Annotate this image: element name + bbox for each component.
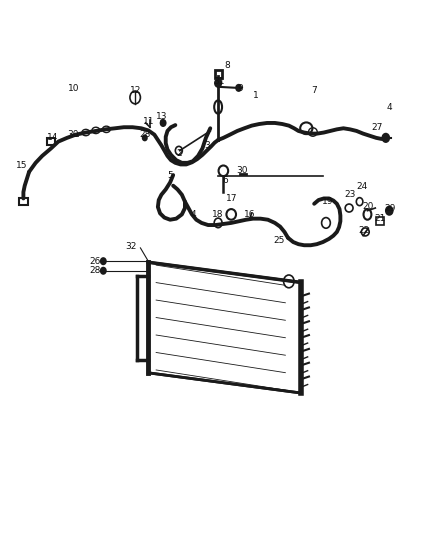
Text: 7: 7 (311, 85, 317, 94)
Text: 13: 13 (155, 112, 167, 121)
Bar (376, 217, 384, 225)
Text: 17: 17 (226, 194, 238, 203)
Circle shape (386, 206, 393, 215)
Text: 20: 20 (363, 203, 374, 212)
Text: 29: 29 (385, 204, 396, 213)
Text: 26: 26 (89, 257, 100, 265)
Circle shape (382, 134, 389, 142)
Text: 12: 12 (130, 85, 141, 94)
Text: 18: 18 (212, 210, 224, 219)
Text: 27: 27 (371, 123, 383, 132)
Text: 6: 6 (223, 176, 229, 185)
Circle shape (101, 268, 106, 274)
Text: 30: 30 (67, 130, 78, 139)
Text: 2: 2 (176, 149, 182, 158)
Text: 11: 11 (142, 117, 154, 126)
Text: 9: 9 (237, 84, 243, 93)
Text: 22: 22 (358, 226, 370, 235)
Circle shape (143, 135, 147, 141)
Text: 10: 10 (68, 84, 80, 93)
Text: 4: 4 (191, 210, 197, 219)
Text: 28: 28 (139, 130, 151, 139)
Text: 28: 28 (89, 266, 100, 275)
Text: 14: 14 (46, 133, 58, 142)
Text: 16: 16 (244, 210, 255, 219)
Text: 15: 15 (16, 161, 28, 170)
Circle shape (160, 120, 166, 126)
Text: 3: 3 (204, 141, 210, 150)
Text: 32: 32 (125, 242, 137, 251)
Circle shape (101, 258, 106, 264)
Text: 8: 8 (225, 61, 231, 70)
Bar (215, 70, 222, 78)
Text: 21: 21 (375, 214, 386, 223)
Text: 19: 19 (321, 197, 333, 206)
Text: 25: 25 (274, 237, 285, 246)
Text: 30: 30 (236, 166, 247, 175)
Text: 1: 1 (253, 91, 259, 100)
Text: 24: 24 (357, 182, 368, 191)
Circle shape (236, 85, 241, 91)
Bar (18, 198, 28, 205)
Text: 5: 5 (167, 171, 173, 180)
Text: 31: 31 (213, 77, 225, 86)
Bar (46, 138, 55, 146)
Circle shape (215, 79, 221, 87)
Text: 23: 23 (344, 190, 356, 199)
Text: 4: 4 (386, 102, 392, 111)
